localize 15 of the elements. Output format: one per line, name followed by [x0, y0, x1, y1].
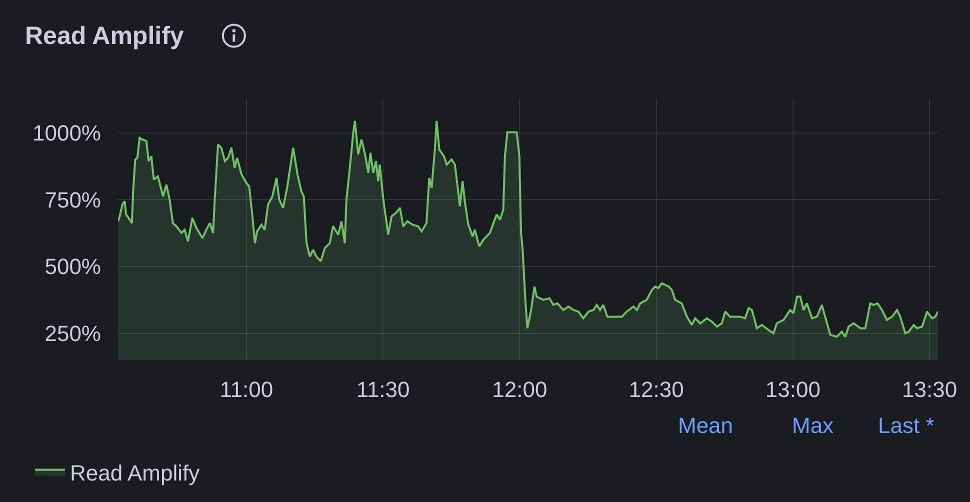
text: Mean [678, 413, 734, 438]
x-tick-label: 13:30 [902, 377, 958, 402]
y-tick-label: 1000% [32, 120, 101, 146]
text: Max [792, 413, 834, 438]
x-tick-label: 12:00 [492, 377, 548, 402]
x-tick-label: 11:30 [356, 377, 410, 402]
text: Last * [878, 413, 935, 438]
chart-title: Read Amplify [25, 22, 184, 50]
y-tick-label: 500% [44, 254, 101, 280]
x-tick-label: 11:00 [220, 377, 274, 402]
legend-label: Read Amplify [70, 460, 200, 486]
x-tick-label: 13:00 [765, 377, 820, 402]
y-tick-label: 250% [44, 320, 101, 346]
x-tick-label: 12:30 [628, 377, 684, 402]
y-tick-label: 750% [44, 187, 101, 212]
